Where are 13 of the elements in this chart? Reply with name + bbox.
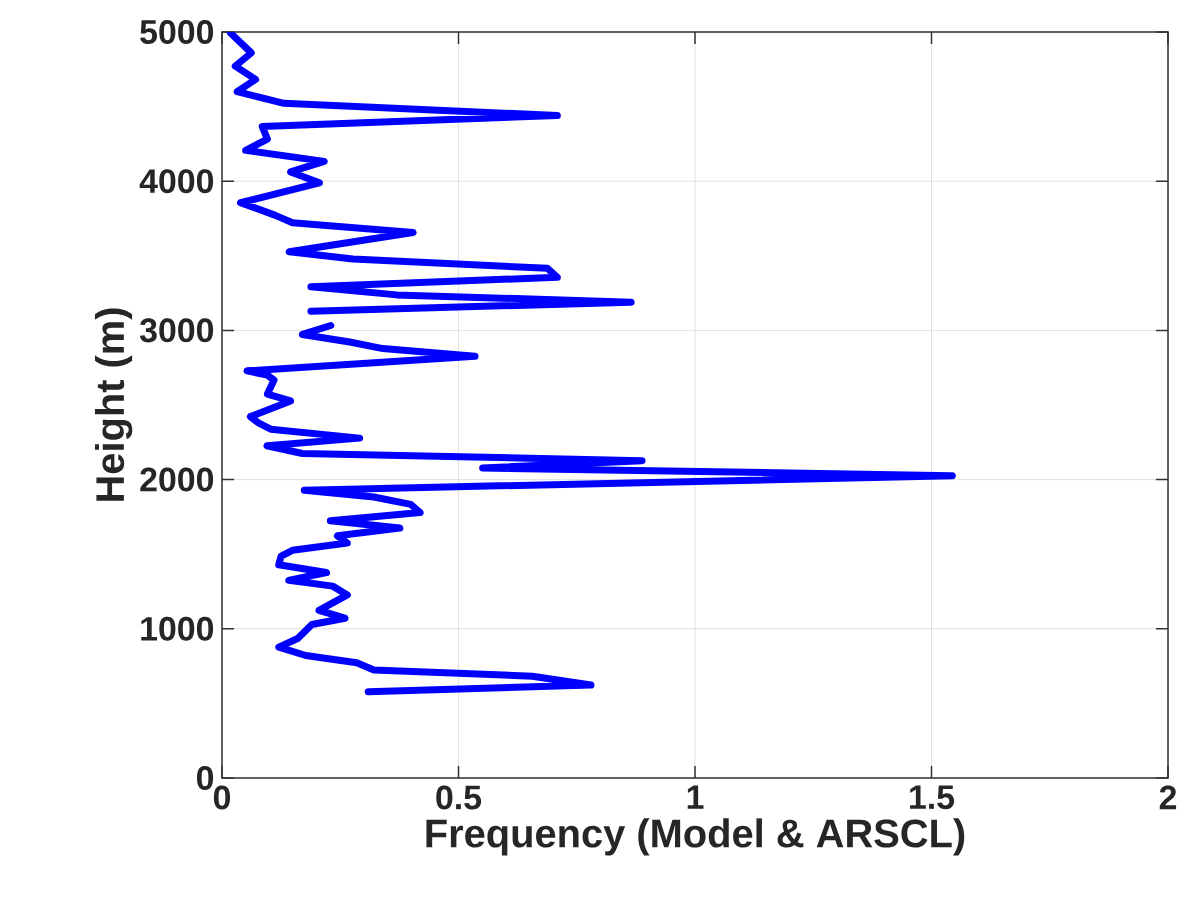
y-tick-label: 0 [196,766,214,790]
x-tick-label: 1.5 [910,785,955,810]
y-tick-label: 2000 [140,467,214,492]
x-tick-label: 0.5 [436,785,482,810]
x-tick-label: 2 [1159,785,1177,810]
y-tick-label: 5000 [140,20,214,44]
x-axis-title: Frequency (Model & ARSCL) [426,818,965,856]
y-tick-label: 3000 [139,318,214,343]
x-tick-label: 0 [213,785,231,810]
y-tick-label: 1000 [141,616,214,641]
x-tick-label: 1 [687,785,704,809]
y-axis-title: Height (m) [94,308,133,501]
y-tick-label: 4000 [139,169,214,194]
